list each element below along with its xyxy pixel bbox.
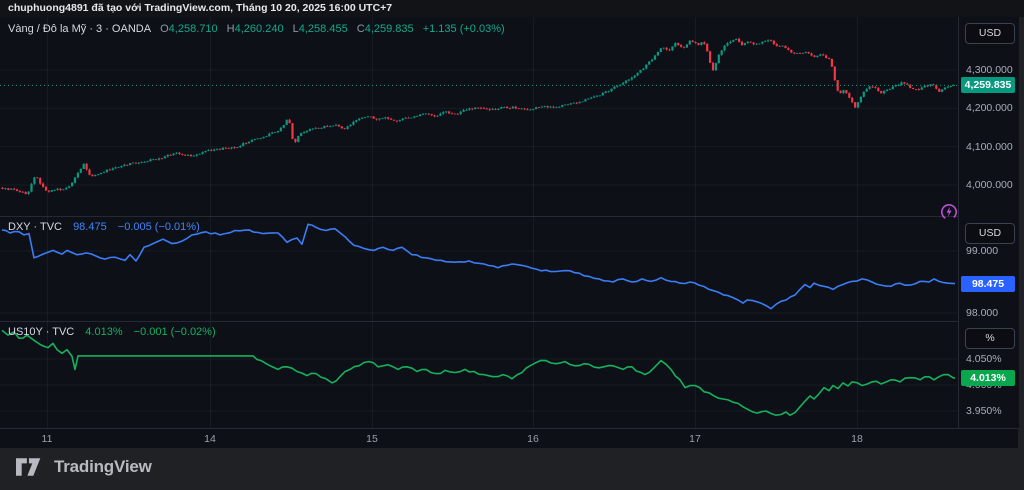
- time-axis-label: 14: [204, 433, 216, 445]
- us10y-line-plot[interactable]: [0, 321, 958, 428]
- dxy-line-plot[interactable]: [0, 216, 958, 321]
- dxy-axis-tick: 99.000: [966, 245, 999, 257]
- us10y-axis-tick: 4.050%: [966, 353, 1002, 365]
- time-axis-label: 18: [851, 433, 863, 445]
- gold-axis-tick: 4,000.000: [966, 179, 1013, 191]
- gold-unit-button[interactable]: USD: [965, 23, 1015, 44]
- gold-last-price-label[interactable]: 4,259.835: [961, 77, 1015, 94]
- ohlc-high-key: H: [226, 23, 235, 35]
- us10y-last-price-label[interactable]: 4.013%: [961, 370, 1015, 387]
- dxy-change-value: −0.005 (−0.01%): [117, 221, 200, 233]
- attribution-bar: chuphuong4891 đã tạo với TradingView.com…: [0, 0, 1024, 17]
- panel-separator[interactable]: [0, 321, 1018, 322]
- gold-symbol-title[interactable]: Vàng / Đô la Mỹ · 3 · OANDA: [8, 23, 152, 35]
- attribution-text: chuphuong4891 đã tạo với TradingView.com…: [8, 2, 393, 14]
- gold-axis-tick: 4,100.000: [966, 140, 1013, 153]
- gold-candlestick-plot[interactable]: [0, 17, 958, 216]
- time-axis-label: 15: [366, 433, 378, 445]
- tradingview-logo-icon: [16, 458, 41, 476]
- legend-us10y: US10Y · TVC 4.013% −0.001 (−0.02%): [8, 325, 216, 339]
- panel-separator[interactable]: [0, 216, 1018, 217]
- panel-gold[interactable]: Vàng / Đô la Mỹ · 3 · OANDA O4,258.710 H…: [0, 17, 958, 216]
- tradingview-brand-text: TradingView: [54, 457, 152, 476]
- dxy-axis-tick: 98.000: [966, 307, 999, 319]
- lightning-trade-icon[interactable]: [940, 203, 958, 221]
- time-axis-label: 17: [689, 433, 701, 445]
- ohlc-close-key: C: [356, 23, 365, 35]
- us10y-last-value: 4.013%: [85, 326, 123, 338]
- time-axis-label: 11: [41, 433, 53, 445]
- dxy-last-price-label[interactable]: 98.475: [961, 275, 1015, 292]
- panel-dxy[interactable]: DXY · TVC 98.475 −0.005 (−0.01%): [0, 216, 958, 321]
- time-axis[interactable]: 11 14 15 16 17 18: [0, 428, 1018, 449]
- panel-us10y[interactable]: US10Y · TVC 4.013% −0.001 (−0.02%): [0, 321, 958, 428]
- ohlc-high-value: 4,260.240: [234, 23, 284, 35]
- ohlc-open-value: 4,258.710: [168, 23, 218, 35]
- footer-bar: TradingView: [0, 448, 1024, 490]
- gold-axis-tick: 4,300.000: [966, 64, 1013, 76]
- tradingview-logo-link[interactable]: TradingView: [16, 457, 152, 477]
- ohlc-low-value: 4,258.455: [298, 23, 348, 35]
- ohlc-close-value: 4,259.835: [364, 23, 414, 35]
- dxy-unit-button[interactable]: USD: [965, 223, 1015, 244]
- us10y-change-value: −0.001 (−0.02%): [133, 326, 216, 338]
- us10y-symbol-title[interactable]: US10Y · TVC: [8, 326, 75, 338]
- chart-area[interactable]: Vàng / Đô la Mỹ · 3 · OANDA O4,258.710 H…: [0, 17, 1019, 449]
- us10y-axis-tick: 3.950%: [966, 405, 1002, 417]
- gold-axis-tick: 4,200.000: [966, 102, 1013, 115]
- time-axis-label: 16: [527, 433, 539, 445]
- ohlc-open-key: O: [160, 23, 169, 35]
- gold-change-value: +1.135 (+0.03%): [422, 23, 505, 35]
- ohlc-low-key: L: [292, 23, 299, 35]
- legend-gold: Vàng / Đô la Mỹ · 3 · OANDA O4,258.710 H…: [8, 22, 505, 36]
- dxy-last-value: 98.475: [73, 221, 107, 233]
- price-axis[interactable]: USD USD % 4,300.000 4,200.000 4,100.000 4,0…: [958, 17, 1019, 428]
- legend-dxy: DXY · TVC 98.475 −0.005 (−0.01%): [8, 220, 200, 234]
- us10y-unit-button[interactable]: %: [965, 328, 1015, 349]
- dxy-symbol-title[interactable]: DXY · TVC: [8, 221, 62, 233]
